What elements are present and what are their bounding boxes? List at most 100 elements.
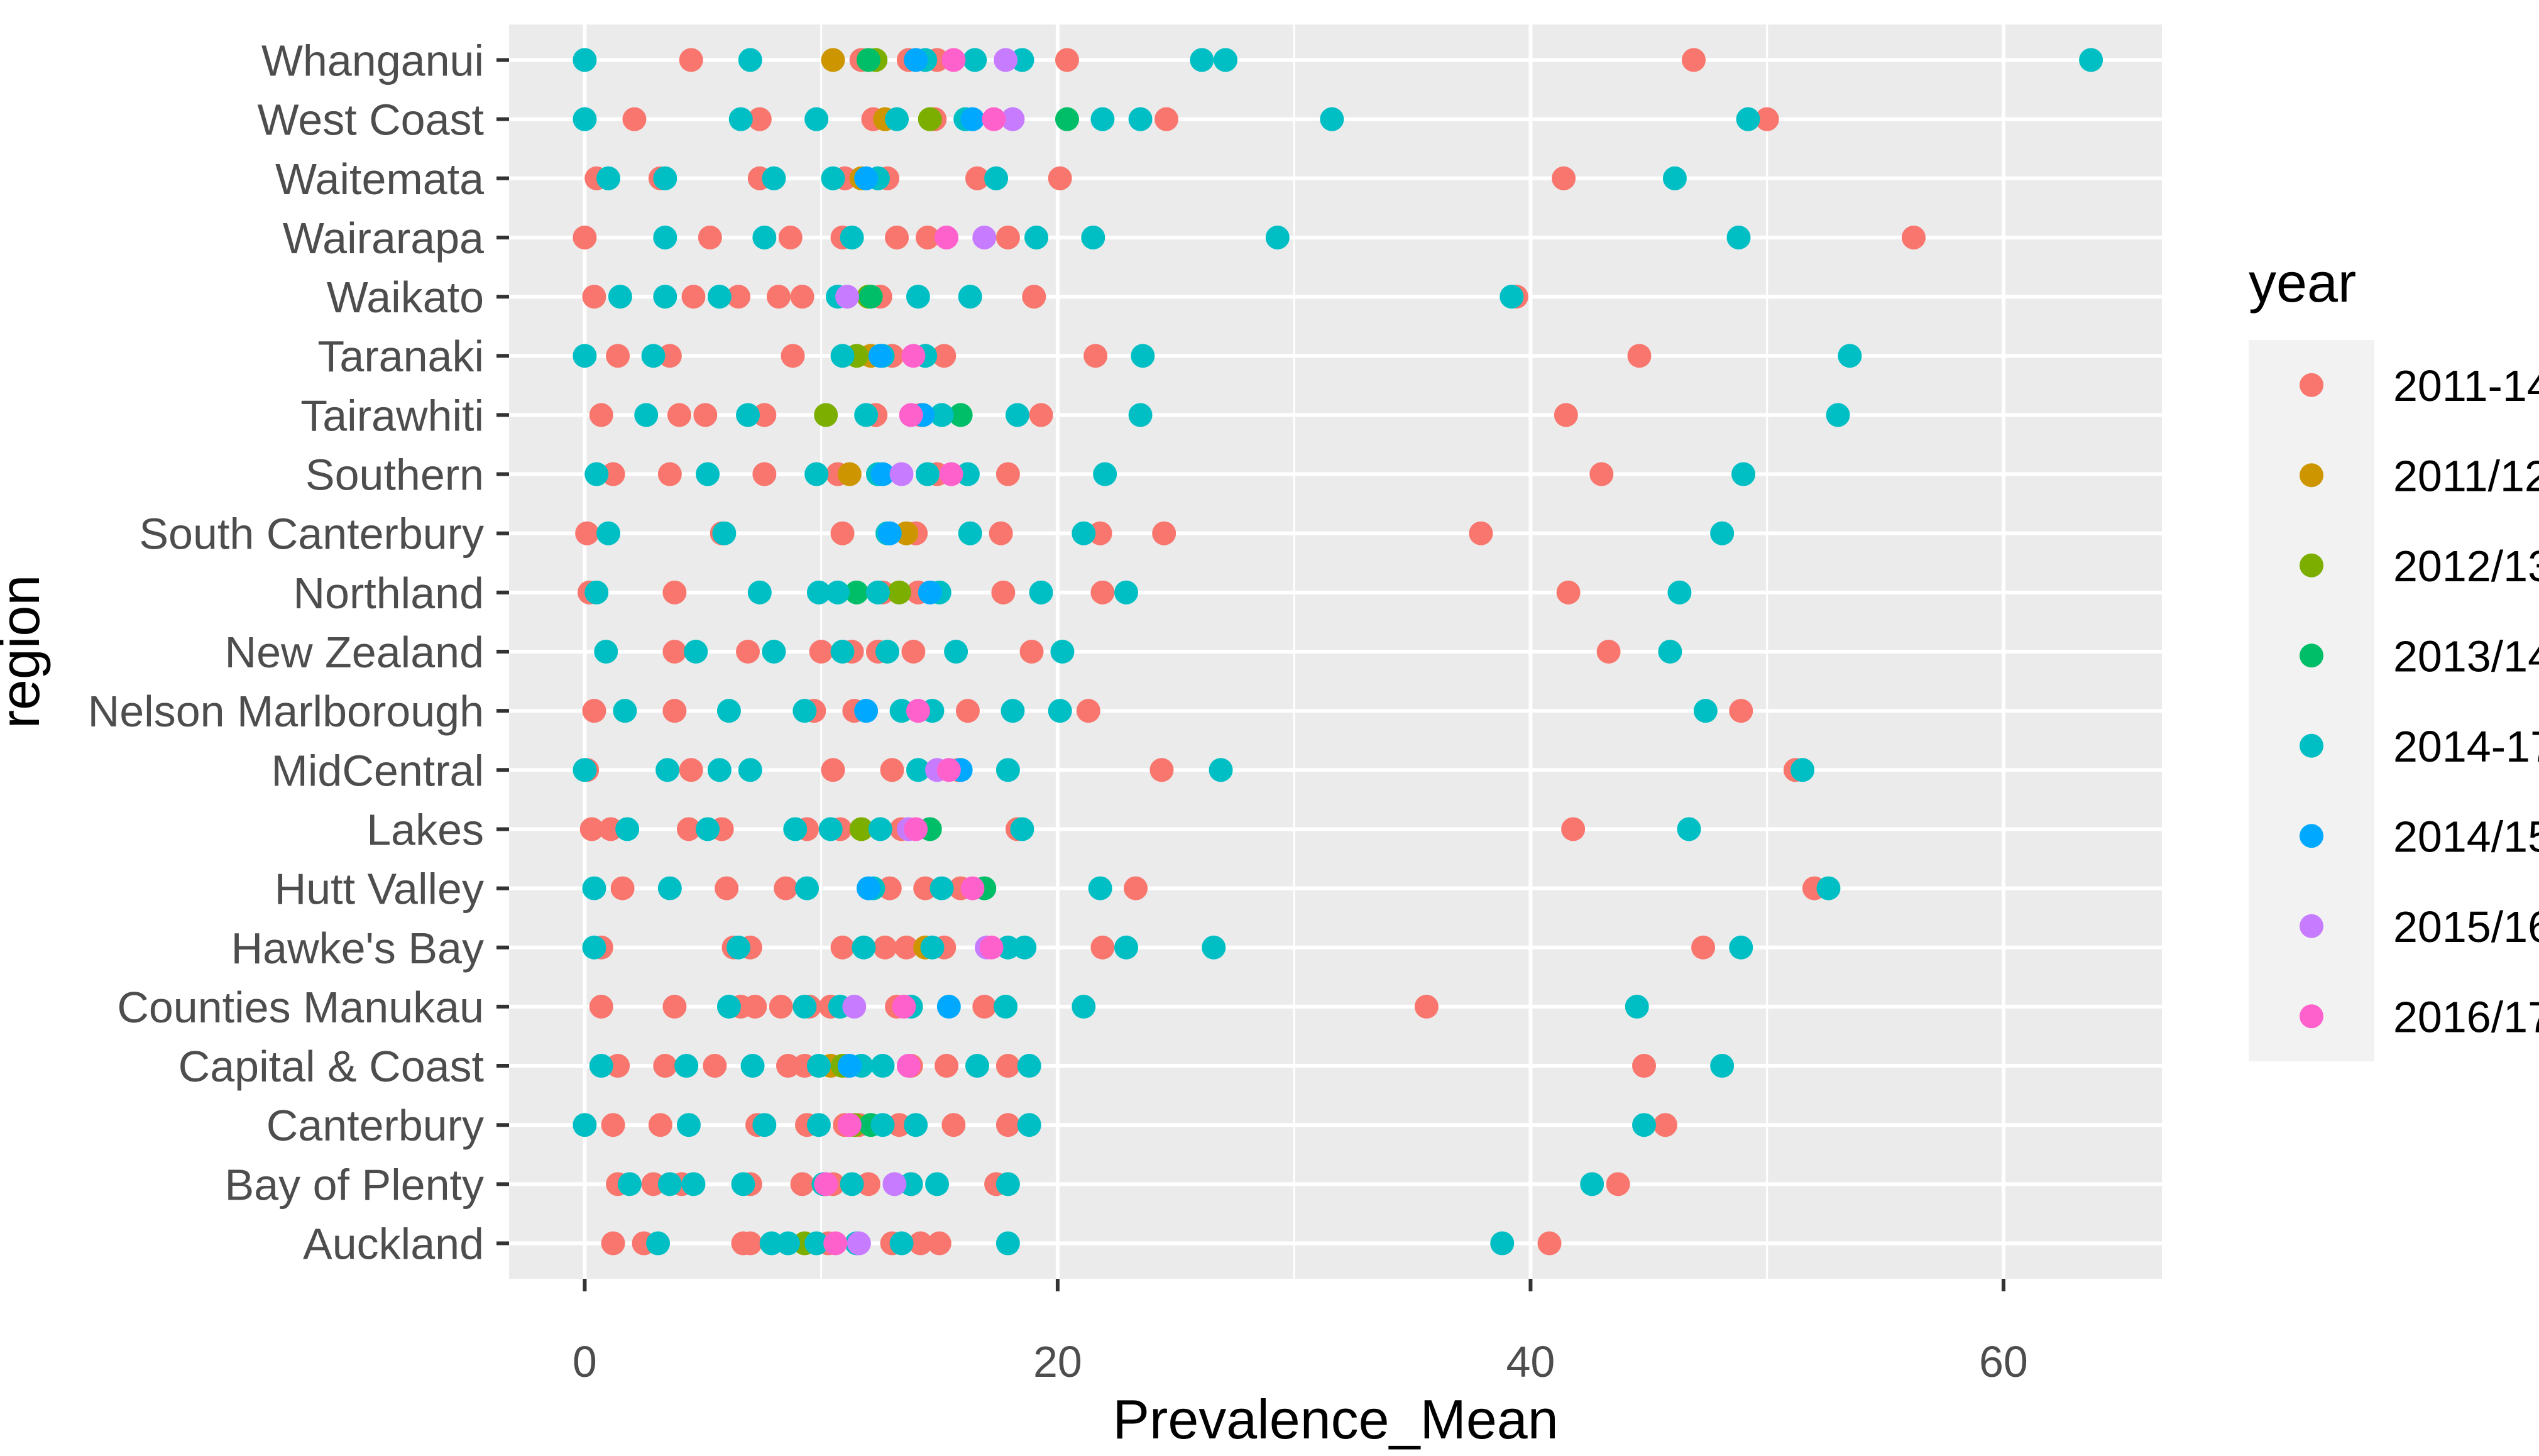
y-tick-label: Lakes — [366, 805, 484, 854]
data-point — [806, 580, 831, 605]
y-tick-label: Tairawhiti — [300, 391, 484, 440]
data-point — [792, 699, 817, 723]
y-tick-label: Southern — [305, 451, 484, 500]
data-point — [1083, 344, 1108, 368]
data-point — [728, 107, 753, 131]
data-point — [573, 758, 597, 782]
data-point — [904, 48, 928, 72]
data-point — [681, 1172, 706, 1196]
x-tick-label: 20 — [1033, 1337, 1082, 1386]
data-point — [1726, 225, 1751, 249]
data-point — [1691, 935, 1716, 960]
legend-key-point — [2300, 643, 2323, 668]
data-point — [889, 1231, 914, 1256]
data-point — [899, 1172, 923, 1196]
data-point — [936, 994, 961, 1019]
data-point — [1500, 285, 1524, 309]
legend-label: 2014/15 — [2393, 812, 2539, 861]
data-point — [676, 817, 701, 841]
legend-label: 2011-14 — [2393, 361, 2539, 410]
data-point — [634, 403, 659, 427]
data-point — [646, 1231, 671, 1256]
data-point — [896, 1054, 921, 1078]
data-point — [868, 344, 892, 368]
data-point — [847, 1231, 871, 1256]
legend-key-point — [2300, 553, 2323, 577]
data-point — [1556, 580, 1581, 605]
data-point — [1128, 403, 1153, 427]
data-point — [601, 1113, 625, 1137]
data-point — [601, 462, 625, 486]
data-point — [901, 344, 926, 368]
legend-key-point — [2300, 373, 2323, 397]
data-point — [617, 1172, 642, 1196]
y-tick-label: Capital & Coast — [178, 1042, 484, 1091]
data-point — [662, 699, 687, 723]
data-point — [589, 403, 613, 427]
data-point — [1128, 107, 1153, 131]
data-point — [804, 1231, 829, 1256]
data-point — [601, 1231, 625, 1256]
data-point — [1490, 1231, 1515, 1256]
data-point — [830, 935, 855, 960]
data-point — [1414, 994, 1439, 1019]
series-2016-17 — [814, 48, 1006, 1256]
legend-key-point — [2300, 463, 2323, 488]
y-axis-title: region — [0, 575, 51, 729]
data-point — [774, 876, 798, 900]
data-point — [573, 225, 597, 249]
data-point — [795, 876, 820, 900]
data-point — [941, 48, 966, 72]
data-point — [679, 758, 703, 782]
data-point — [573, 107, 597, 131]
data-point — [573, 1113, 597, 1137]
data-point — [582, 876, 606, 900]
data-point — [908, 1231, 933, 1256]
data-point — [930, 403, 954, 427]
data-point — [1580, 1172, 1604, 1196]
data-point — [1090, 935, 1115, 960]
data-point — [1001, 107, 1025, 131]
data-point — [1755, 107, 1779, 131]
x-tick-label: 0 — [573, 1337, 597, 1386]
data-point — [845, 580, 869, 605]
data-point — [1048, 166, 1072, 190]
data-point — [1072, 994, 1096, 1019]
data-point — [1710, 1054, 1735, 1078]
data-point — [889, 699, 914, 723]
data-point — [935, 225, 959, 249]
data-point — [573, 48, 597, 72]
data-point — [790, 1172, 814, 1196]
data-point — [830, 640, 855, 664]
data-point — [1682, 48, 1706, 72]
legend-label: 2012/13 — [2393, 542, 2539, 591]
data-point — [1693, 699, 1718, 723]
data-point — [837, 462, 862, 486]
data-point — [736, 403, 760, 427]
data-point — [994, 48, 1018, 72]
data-point — [1029, 580, 1053, 605]
data-point — [752, 462, 777, 486]
data-point — [615, 817, 640, 841]
data-point — [868, 817, 892, 841]
data-point — [821, 166, 845, 190]
data-point — [783, 817, 808, 841]
data-point — [738, 1231, 762, 1256]
data-point — [606, 1054, 630, 1078]
data-point — [979, 935, 1004, 960]
data-point — [606, 344, 630, 368]
y-tick-label: Waitemata — [275, 155, 484, 204]
data-point — [913, 876, 938, 900]
data-point — [894, 935, 919, 960]
data-point — [835, 285, 860, 309]
data-point — [1736, 107, 1760, 131]
data-point — [856, 48, 880, 72]
data-point — [762, 166, 786, 190]
data-point — [712, 521, 737, 545]
y-tick-label: Bay of Plenty — [225, 1160, 484, 1209]
data-point — [726, 935, 750, 960]
data-point — [882, 1172, 907, 1196]
data-point — [776, 1054, 800, 1078]
legend-label: 2015/16 — [2393, 902, 2539, 951]
data-point — [622, 107, 647, 131]
